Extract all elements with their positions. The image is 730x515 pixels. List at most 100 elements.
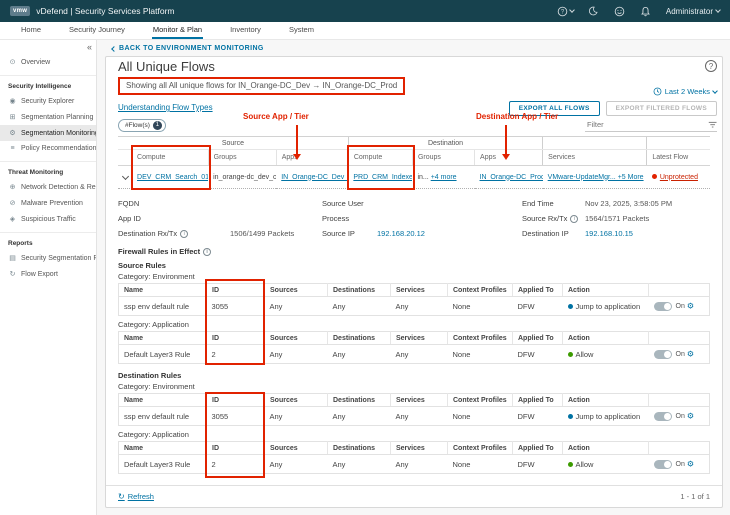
- rule-name: Default Layer3 Rule: [124, 349, 191, 359]
- gear-icon[interactable]: ⚙: [686, 301, 695, 311]
- rule-toggle[interactable]: [653, 459, 672, 469]
- sidebar-item-segmentation-monitoring[interactable]: ⚙ Segmentation Monitoring: [0, 125, 96, 141]
- sidebar-item-label: Malware Prevention: [21, 199, 83, 207]
- help-menu[interactable]: ?: [557, 6, 575, 17]
- tab-system[interactable]: System: [288, 25, 314, 34]
- filter-input[interactable]: [585, 118, 708, 131]
- notifications-button[interactable]: [640, 6, 651, 17]
- sidebar-section-reports: Reports: [0, 232, 96, 250]
- allow-action-dot: [567, 462, 573, 468]
- filter-icon[interactable]: [708, 121, 717, 129]
- jump-action-dot: [567, 414, 573, 420]
- source-compute-link[interactable]: DEV_CRM_Search_01: [137, 173, 209, 181]
- source-ip-label: Source IP: [322, 229, 355, 238]
- firewall-rules-title: Firewall Rules in Effect i: [118, 247, 710, 257]
- source-ip-value[interactable]: 192.168.20.12: [377, 229, 425, 238]
- flow-details: FQDN Source User End Time Nov 23, 2025, …: [118, 196, 710, 241]
- segmentation-planning-icon: ⊞: [9, 114, 16, 121]
- sidebar-item-policy-recommendations[interactable]: ≡ Policy Recommendations: [0, 141, 96, 156]
- gear-icon[interactable]: ⚙: [686, 411, 695, 421]
- moon-icon: [588, 6, 598, 16]
- tab-security-journey[interactable]: Security Journey: [69, 25, 125, 34]
- dest-apps-link[interactable]: IN_Orange-DC_Prod_...: [479, 173, 543, 181]
- sidebar-item-overview[interactable]: ⊙ Overview: [0, 54, 96, 70]
- col-context-profiles: Context Profiles: [447, 283, 513, 297]
- dest-ip-value[interactable]: 192.168.10.15: [585, 229, 633, 238]
- rule-toggle[interactable]: [653, 349, 672, 359]
- rule-id: 3055: [211, 411, 229, 421]
- user-name: Administrator: [665, 6, 713, 16]
- row-expand-icon[interactable]: [121, 172, 130, 180]
- source-rxtx-label: Source Rx/Tx i: [522, 214, 585, 223]
- gear-icon[interactable]: ⚙: [686, 349, 695, 359]
- end-time-label: End Time: [522, 199, 554, 208]
- time-range-selector[interactable]: Last 2 Weeks: [653, 87, 718, 96]
- rule-action: Allow: [575, 349, 594, 359]
- latest-flow-link[interactable]: Unprotected: [659, 173, 698, 181]
- sidebar: « ⊙ Overview Security Intelligence ◉ Sec…: [0, 40, 97, 515]
- rule-action: Allow: [575, 459, 594, 469]
- flow-count-pill[interactable]: #Flow(s) 1: [118, 118, 166, 132]
- flow-count-badge: 1: [152, 120, 162, 130]
- destination-rules-title: Destination Rules: [118, 371, 182, 380]
- sidebar-item-label: Segmentation Planning: [21, 113, 94, 121]
- panel-help-icon[interactable]: ?: [705, 60, 717, 72]
- back-link[interactable]: BACK TO ENVIRONMENT MONITORING: [111, 44, 723, 53]
- rule-id: 2: [211, 349, 216, 359]
- col-dest-groups: Groups: [411, 149, 475, 166]
- sidebar-item-segmentation-planning[interactable]: ⊞ Segmentation Planning: [0, 109, 96, 125]
- flows-table: Source Destination Compute Groups Apps C…: [118, 136, 710, 189]
- col-action: Action: [562, 283, 649, 297]
- flow-row: DEV_CRM_Search_01 in_orange-dc_dev_crm-d…: [118, 165, 710, 189]
- sidebar-collapse-icon[interactable]: «: [86, 42, 92, 52]
- feedback-button[interactable]: [614, 6, 625, 17]
- understanding-flow-types-link[interactable]: Understanding Flow Types: [118, 103, 213, 112]
- sidebar-item-malware-prevention[interactable]: ⊘ Malware Prevention: [0, 195, 96, 211]
- sidebar-item-security-segmentation-report[interactable]: ▤ Security Segmentation R...: [0, 250, 96, 266]
- annotation-arrowhead-source: [293, 154, 301, 160]
- sidebar-item-label: Security Segmentation R...: [21, 254, 96, 262]
- info-icon[interactable]: i: [570, 215, 579, 223]
- user-menu[interactable]: Administrator: [665, 6, 721, 16]
- export-all-flows-button[interactable]: EXPORT ALL FLOWS: [508, 101, 600, 116]
- rule-toggle[interactable]: [653, 411, 672, 421]
- chevron-down-icon: [712, 87, 718, 94]
- export-filtered-flows-button[interactable]: EXPORT FILTERED FLOWS: [605, 101, 717, 116]
- sidebar-item-suspicious-traffic[interactable]: ◈ Suspicious Traffic: [0, 211, 96, 227]
- flow-export-icon: ↻: [9, 271, 16, 278]
- refresh-link[interactable]: ↻ Refresh: [118, 492, 154, 501]
- dest-groups-more-link[interactable]: +4 more: [430, 173, 457, 181]
- annotation-destination-app-tier: Destination App / Tier: [476, 112, 559, 121]
- source-apps-link[interactable]: IN_Orange-DC_Dev_CR...: [281, 173, 349, 181]
- sidebar-item-flow-export[interactable]: ↻ Flow Export: [0, 266, 96, 282]
- dark-mode-toggle[interactable]: [588, 6, 599, 16]
- sidebar-item-label: Policy Recommendations: [21, 145, 96, 152]
- col-destinations: Destinations: [327, 283, 391, 297]
- gear-icon[interactable]: ⚙: [686, 459, 695, 469]
- info-icon[interactable]: i: [180, 230, 189, 238]
- sidebar-section-threat-monitoring: Threat Monitoring: [0, 161, 96, 179]
- col-dest-compute: Compute: [347, 149, 413, 166]
- rule-name: ssp env default rule: [124, 411, 190, 421]
- sidebar-item-label: Security Explorer: [21, 97, 75, 105]
- filter-field: [585, 118, 717, 132]
- flow-pill-label: #Flow(s): [125, 121, 150, 129]
- primary-nav: Home Security Journey Monitor & Plan Inv…: [0, 22, 730, 40]
- info-icon[interactable]: i: [203, 248, 212, 256]
- rule-toggle[interactable]: [653, 301, 672, 311]
- tab-monitor-plan[interactable]: Monitor & Plan: [151, 22, 204, 39]
- process-label: Process: [322, 214, 350, 223]
- rule-id: 3055: [211, 301, 229, 311]
- services-link[interactable]: VMware-UpdateMgr... +5 More: [547, 173, 644, 181]
- tab-inventory[interactable]: Inventory: [230, 25, 261, 34]
- dest-compute-link[interactable]: PRD_CRM_Indexer_01: [353, 173, 412, 181]
- main-content: BACK TO ENVIRONMENT MONITORING All Uniqu…: [97, 40, 730, 515]
- sidebar-item-network-detection[interactable]: ⊕ Network Detection & Res...: [0, 179, 96, 195]
- sidebar-item-security-explorer[interactable]: ◉ Security Explorer: [0, 93, 96, 109]
- tab-home[interactable]: Home: [21, 25, 42, 34]
- source-groups-value: in_orange-dc_dev_crm-d: [213, 173, 277, 181]
- category-environment-label: Category: Environment: [118, 272, 195, 281]
- refresh-icon: ↻: [118, 492, 125, 501]
- annotation-arrow-source: [296, 125, 298, 154]
- page-title: All Unique Flows: [118, 59, 215, 74]
